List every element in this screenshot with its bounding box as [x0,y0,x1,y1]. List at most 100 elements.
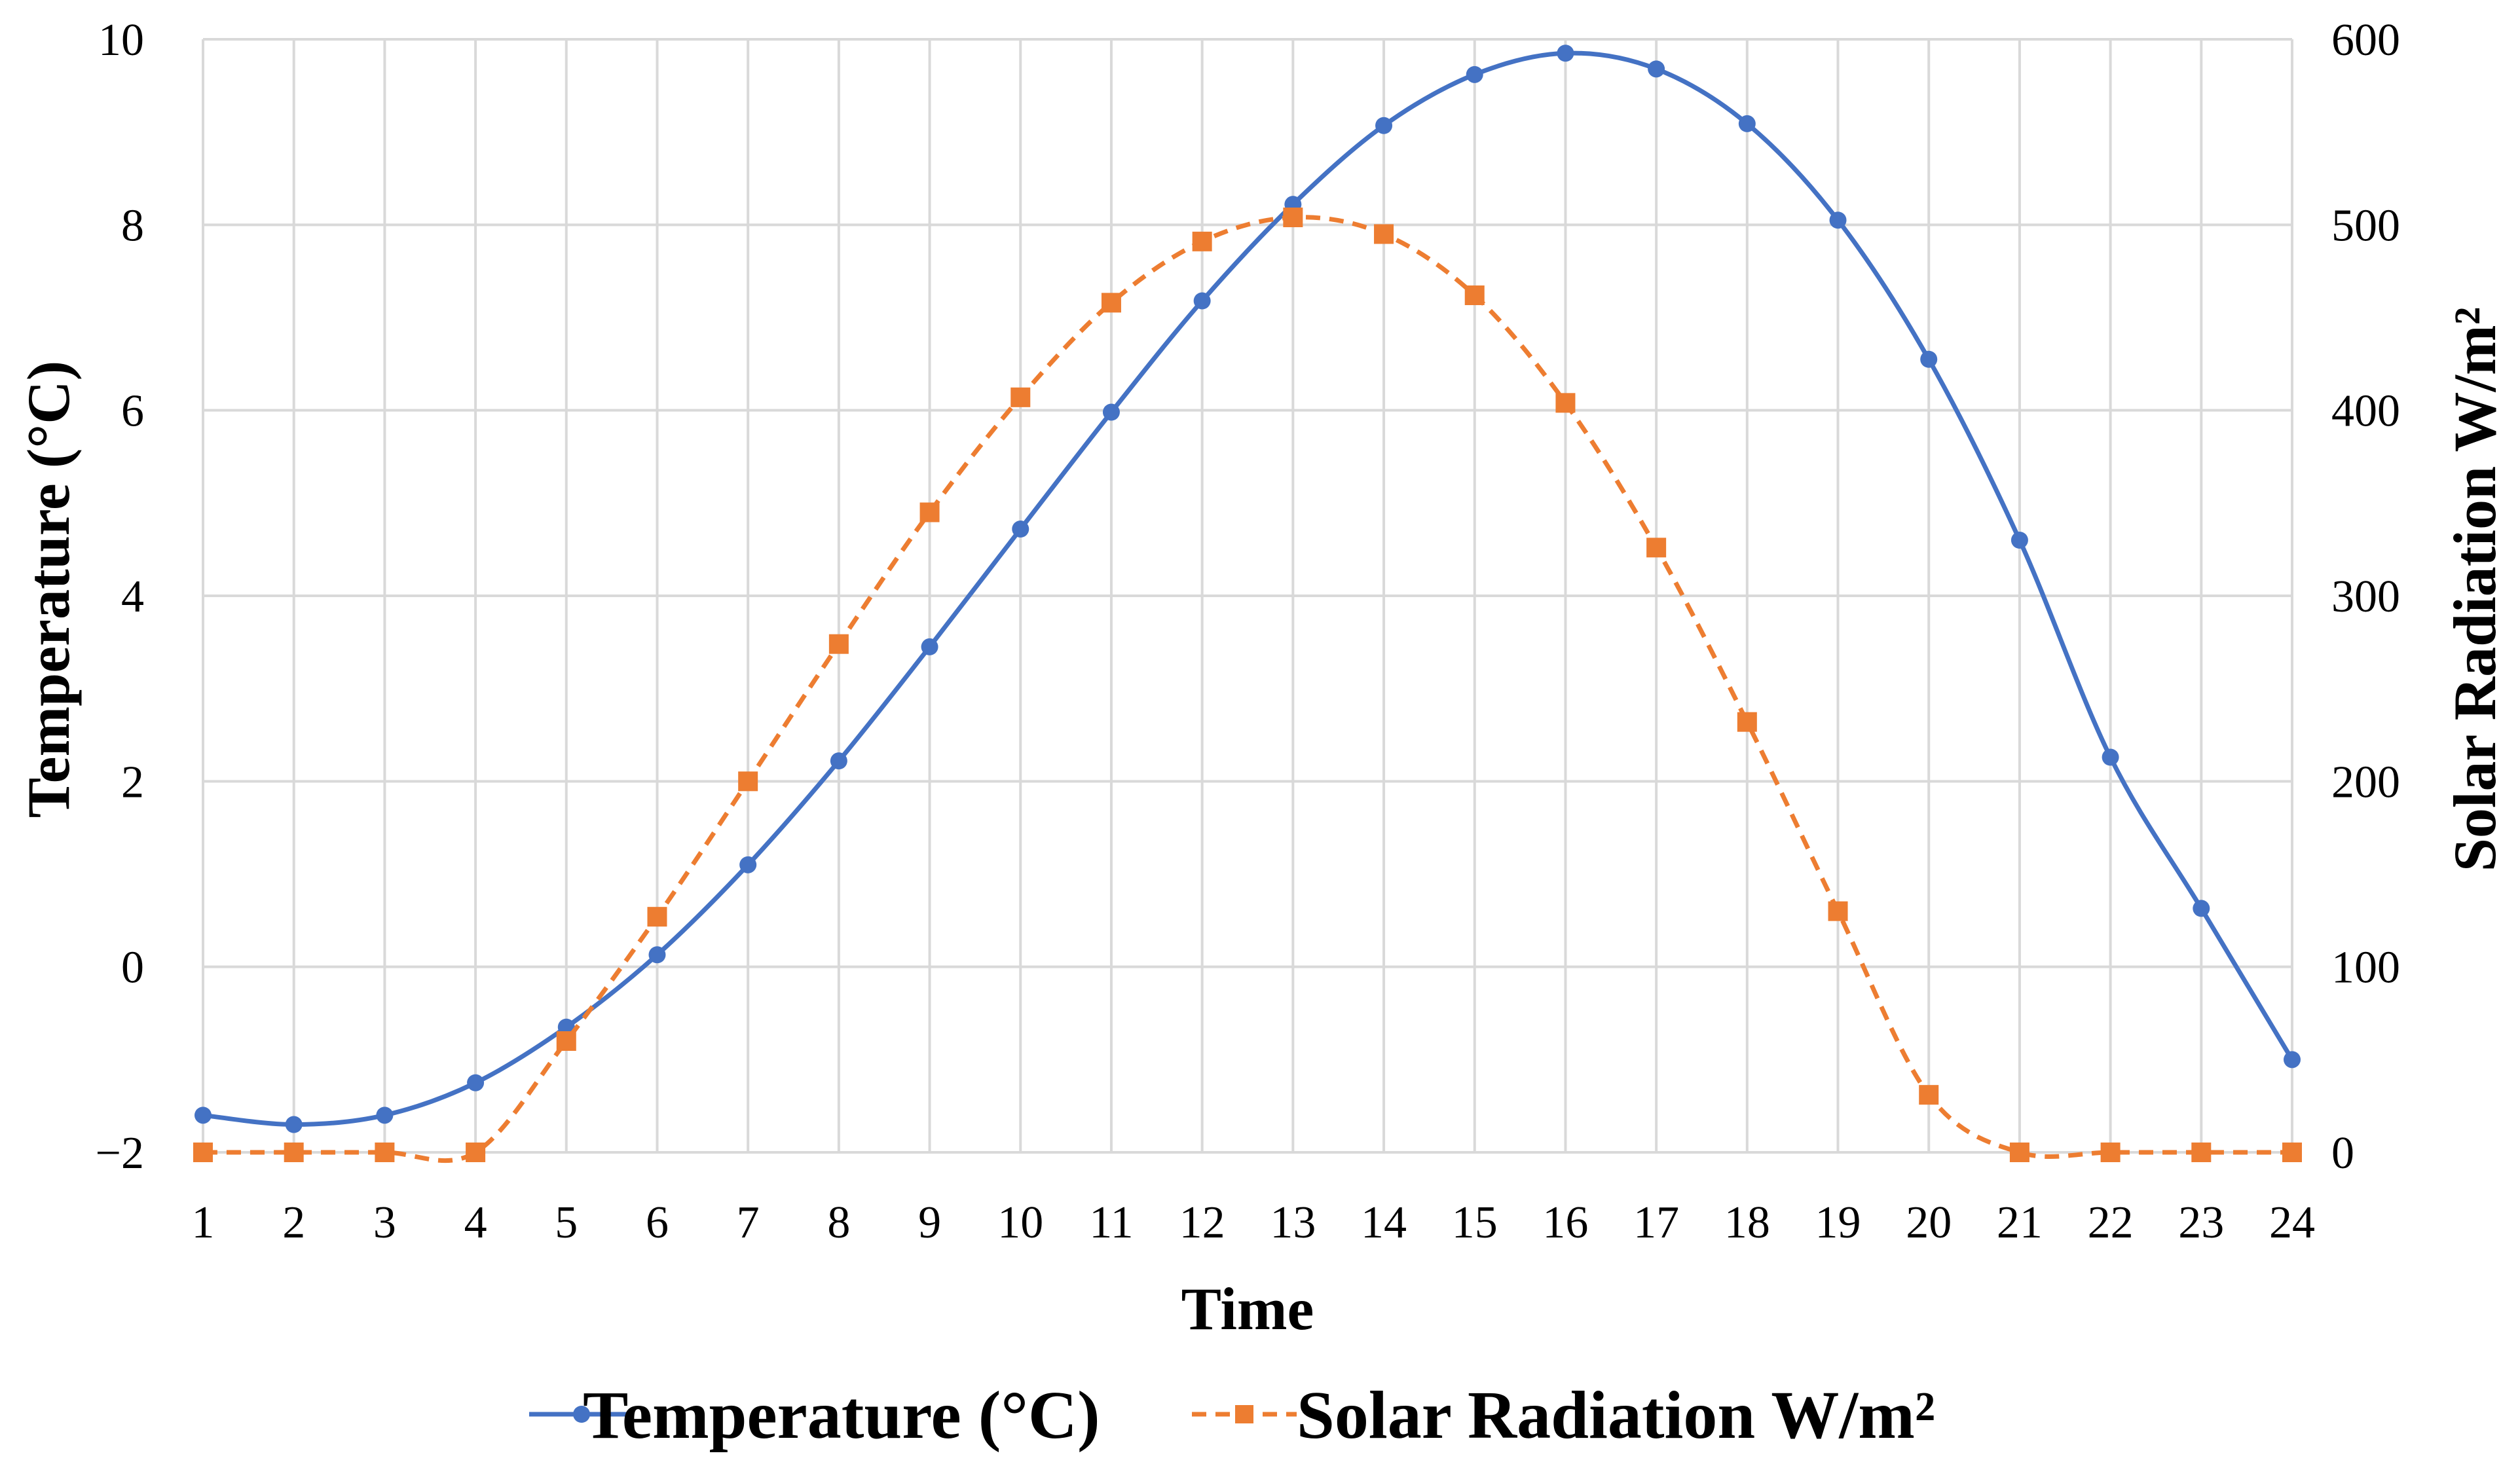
data-point-solar-radiation [1919,1085,1939,1105]
data-point-solar-radiation [1555,393,1576,413]
data-point-temperature [1920,350,1938,368]
x-tick-label: 8 [827,1198,850,1248]
x-tick-label: 18 [1724,1198,1770,1248]
legend-solar-marker [1235,1405,1253,1423]
data-point-temperature [1648,60,1665,78]
data-point-solar-radiation [1192,231,1212,251]
data-point-temperature [467,1074,485,1091]
data-point-solar-radiation [556,1031,576,1051]
y2-tick-label: 200 [2331,757,2400,807]
data-point-solar-radiation [738,771,758,792]
y2-axis-title: Solar Radiation W/m² [2441,307,2508,872]
x-tick-label: 13 [1270,1198,1316,1248]
y2-tick-label: 100 [2331,943,2400,993]
x-tick-label: 11 [1089,1198,1133,1248]
data-point-solar-radiation [193,1143,213,1162]
x-tick-label: 6 [646,1198,669,1248]
data-point-temperature [739,856,757,873]
y2-tick-label: 400 [2331,386,2400,437]
data-point-temperature [285,1116,303,1133]
data-point-temperature [2010,532,2028,549]
grid [202,38,2293,1154]
data-point-solar-radiation [1283,208,1303,227]
y-tick-label: 6 [121,386,144,437]
x-tick-label: 24 [2269,1198,2315,1248]
data-point-temperature [1738,115,1756,132]
x-tick-label: 2 [282,1198,305,1248]
legend-temperature-label: Temperature (°C) [583,1378,1100,1453]
x-tick-label: 20 [1906,1198,1952,1248]
data-point-temperature [1375,117,1393,134]
x-tick-label: 14 [1361,1198,1407,1248]
x-tick-label: 3 [373,1198,396,1248]
y2-tick-label: 600 [2331,15,2400,65]
y-tick-label: 10 [98,15,144,65]
data-point-solar-radiation [2009,1143,2029,1162]
data-point-solar-radiation [2191,1143,2212,1162]
data-point-temperature [1829,211,1847,229]
data-point-solar-radiation [1101,293,1121,313]
x-tick-label: 9 [918,1198,941,1248]
y-tick-label: −2 [96,1128,144,1179]
data-point-solar-radiation [1464,285,1485,305]
data-point-temperature [1466,65,1483,83]
x-tick-label: 17 [1633,1198,1679,1248]
y2-tick-label: 300 [2331,572,2400,622]
x-tick-label: 4 [464,1198,487,1248]
x-tick-label: 5 [555,1198,578,1248]
x-tick-label: 23 [2178,1198,2224,1248]
data-point-solar-radiation [1010,387,1031,407]
data-point-temperature [648,946,666,964]
data-point-solar-radiation [466,1143,486,1162]
y-tick-label: 0 [121,943,144,993]
x-axis-title: Time [1181,1275,1314,1342]
x-tick-label: 12 [1179,1198,1225,1248]
data-point-temperature [1557,45,1574,62]
y-tick-label: 2 [121,757,144,807]
data-point-temperature [1012,521,1029,538]
data-point-solar-radiation [2100,1143,2121,1162]
data-point-temperature [1102,403,1120,421]
data-point-solar-radiation [919,502,940,522]
data-point-solar-radiation [1828,901,1848,921]
series-line-temperature [202,50,2295,1127]
data-point-solar-radiation [1737,712,1757,732]
data-point-solar-radiation [828,634,849,654]
data-point-solar-radiation [284,1143,304,1162]
x-tick-label: 15 [1452,1198,1498,1248]
data-point-solar-radiation [1646,538,1667,558]
data-point-solar-radiation [2282,1143,2302,1162]
y2-tick-label: 500 [2331,200,2400,251]
legend: Temperature (°C) Solar Radiation W/m² [529,1378,1935,1453]
data-point-solar-radiation [1374,224,1394,244]
x-tick-label: 21 [1997,1198,2043,1248]
legend-entry-temperature: Temperature (°C) [529,1378,1100,1453]
data-point-solar-radiation [647,907,667,927]
data-point-temperature [2102,748,2119,766]
data-point-temperature [2193,900,2210,917]
data-point-temperature [376,1107,394,1124]
data-point-temperature [1193,292,1211,310]
legend-temperature-marker [573,1406,590,1423]
y-tick-label: 4 [121,572,144,622]
series [193,45,2302,1163]
legend-entry-solar-radiation: Solar Radiation W/m² [1192,1378,1935,1453]
data-point-temperature [921,638,938,655]
axes [202,39,2293,1154]
x-tick-label: 7 [737,1198,760,1248]
x-tick-label: 22 [2088,1198,2134,1248]
y-tick-label: 8 [121,200,144,251]
data-point-temperature [830,752,847,770]
series-line-solar-radiation [203,215,2292,1163]
x-tick-label: 19 [1815,1198,1861,1248]
data-point-temperature [2284,1051,2301,1069]
y-axis-title: Temperature (°C) [15,361,82,818]
x-tick-label: 1 [192,1198,215,1248]
data-point-temperature [195,1107,212,1124]
data-point-solar-radiation [375,1143,395,1162]
y2-tick-label: 0 [2331,1128,2354,1179]
legend-solar-label: Solar Radiation W/m² [1297,1378,1935,1453]
x-tick-label: 10 [997,1198,1043,1248]
x-tick-label: 16 [1542,1198,1588,1248]
